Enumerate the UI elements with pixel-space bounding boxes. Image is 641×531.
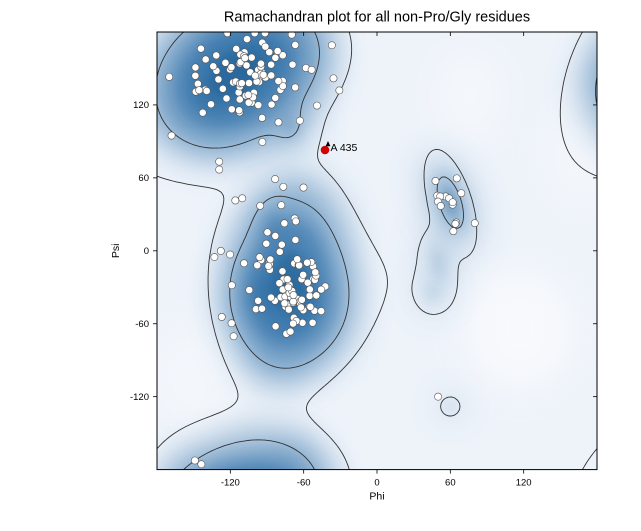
svg-text:0: 0 xyxy=(374,478,379,489)
svg-text:Phi: Phi xyxy=(369,491,384,503)
svg-text:-60: -60 xyxy=(135,319,149,330)
svg-text:Psi: Psi xyxy=(110,244,122,259)
svg-text:-60: -60 xyxy=(297,478,311,489)
svg-text:60: 60 xyxy=(138,173,149,184)
svg-text:120: 120 xyxy=(516,478,532,489)
svg-text:Ramachandran plot for all non-: Ramachandran plot for all non-Pro/Gly re… xyxy=(224,10,530,26)
svg-text:A 435: A 435 xyxy=(331,142,358,154)
svg-text:60: 60 xyxy=(445,478,456,489)
svg-text:120: 120 xyxy=(133,100,149,111)
svg-text:0: 0 xyxy=(144,246,149,257)
svg-text:-120: -120 xyxy=(221,478,240,489)
svg-text:-120: -120 xyxy=(130,392,149,403)
